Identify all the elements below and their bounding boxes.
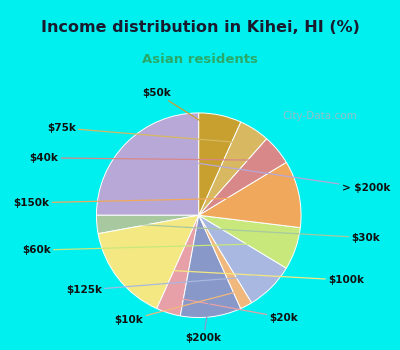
- Text: $20k: $20k: [176, 298, 298, 323]
- Wedge shape: [157, 215, 199, 316]
- Text: $125k: $125k: [66, 276, 257, 295]
- Text: > $200k: > $200k: [141, 155, 390, 193]
- Text: $40k: $40k: [30, 153, 262, 163]
- Wedge shape: [180, 215, 241, 317]
- Text: Asian residents: Asian residents: [142, 53, 258, 66]
- Text: $100k: $100k: [134, 268, 364, 285]
- Wedge shape: [98, 215, 199, 309]
- Wedge shape: [199, 215, 286, 303]
- Text: $60k: $60k: [22, 243, 277, 255]
- Text: $200k: $200k: [186, 303, 222, 343]
- Wedge shape: [96, 113, 199, 215]
- Text: $75k: $75k: [47, 123, 243, 143]
- Wedge shape: [199, 162, 301, 228]
- Text: $50k: $50k: [142, 88, 214, 130]
- Text: $10k: $10k: [114, 292, 236, 325]
- Text: City-Data.com: City-Data.com: [282, 111, 357, 120]
- Wedge shape: [96, 215, 199, 234]
- Text: Income distribution in Kihei, HI (%): Income distribution in Kihei, HI (%): [40, 21, 360, 35]
- Text: $150k: $150k: [14, 197, 280, 208]
- Wedge shape: [199, 122, 266, 215]
- Wedge shape: [199, 215, 252, 309]
- Wedge shape: [199, 215, 300, 268]
- Wedge shape: [199, 139, 286, 215]
- Wedge shape: [199, 113, 241, 215]
- Text: $30k: $30k: [116, 223, 380, 243]
